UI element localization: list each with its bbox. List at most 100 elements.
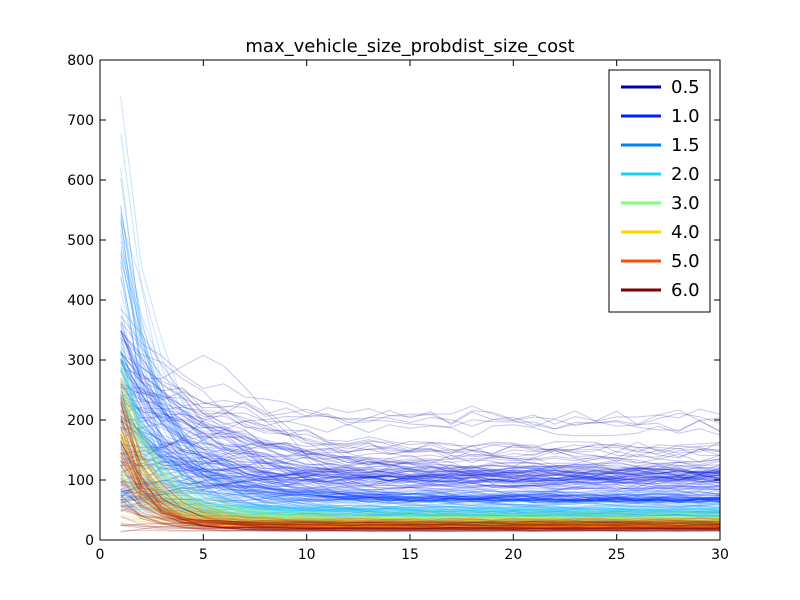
series-line <box>120 489 721 497</box>
series-line <box>120 508 721 515</box>
legend-label: 1.0 <box>671 106 700 127</box>
series-line <box>120 377 721 505</box>
series-line <box>120 259 721 501</box>
series-line <box>120 329 721 503</box>
series-line <box>120 475 721 526</box>
series-line <box>120 397 721 526</box>
series-line <box>120 363 721 511</box>
series-line <box>120 391 721 422</box>
series-line <box>120 423 721 503</box>
series-line <box>120 276 721 503</box>
series-line <box>120 441 721 527</box>
series-line <box>120 444 721 494</box>
series-line <box>120 477 720 529</box>
series-line <box>120 484 721 515</box>
series-line <box>120 382 721 526</box>
series-line <box>120 357 721 520</box>
series-line <box>120 508 721 525</box>
series-0.5 <box>120 308 721 504</box>
series-line <box>120 429 721 526</box>
series-lines <box>120 96 721 533</box>
legend-label: 3.0 <box>671 193 700 214</box>
series-line <box>120 333 721 521</box>
series-line <box>120 351 721 514</box>
series-line <box>120 425 721 527</box>
series-line <box>120 383 721 484</box>
series-line <box>120 420 721 474</box>
series-line <box>120 487 721 531</box>
series-line <box>120 96 721 496</box>
series-line <box>120 359 721 519</box>
x-tick-label: 20 <box>504 547 522 563</box>
y-tick-label: 800 <box>67 53 94 69</box>
series-line <box>120 467 721 485</box>
series-line <box>120 515 721 531</box>
series-4.0 <box>120 366 721 529</box>
series-line <box>120 410 721 502</box>
series-line <box>120 522 721 529</box>
series-line <box>120 380 721 528</box>
series-line <box>120 518 721 527</box>
series-line <box>120 457 721 518</box>
legend-label: 4.0 <box>671 222 700 243</box>
series-line <box>120 470 721 486</box>
series-line <box>120 494 721 511</box>
series-line <box>120 471 721 503</box>
series-line <box>120 482 721 517</box>
series-line <box>120 342 721 519</box>
series-line <box>120 369 721 503</box>
series-line <box>120 495 721 529</box>
series-line <box>120 334 721 476</box>
series-line <box>120 370 721 488</box>
series-line <box>120 461 721 524</box>
series-line <box>120 429 721 521</box>
series-line <box>120 367 721 521</box>
series-line <box>120 499 721 519</box>
series-line <box>120 418 721 496</box>
series-line <box>120 177 721 512</box>
series-line <box>120 399 721 503</box>
series-line <box>120 445 721 485</box>
series-line <box>120 420 721 527</box>
series-line <box>120 400 721 512</box>
series-line <box>120 452 721 488</box>
series-line <box>120 386 721 520</box>
series-line <box>120 409 721 527</box>
series-line <box>120 383 721 504</box>
series-line <box>120 481 721 524</box>
series-line <box>120 455 721 497</box>
series-line <box>120 395 721 523</box>
series-line <box>120 381 721 515</box>
series-line <box>120 420 721 527</box>
series-line <box>120 386 721 433</box>
series-line <box>120 529 721 532</box>
series-line <box>120 471 721 526</box>
series-line <box>120 456 721 522</box>
series-line <box>120 479 721 522</box>
series-line <box>120 499 721 521</box>
series-line <box>120 443 721 474</box>
series-line <box>120 396 721 484</box>
series-line <box>120 304 721 513</box>
series-line <box>120 452 721 475</box>
series-line <box>120 451 721 513</box>
series-line <box>120 448 721 517</box>
series-line <box>120 338 721 475</box>
series-line <box>120 434 721 527</box>
series-line <box>120 513 721 523</box>
series-line <box>120 456 721 528</box>
series-line <box>120 435 721 530</box>
series-line <box>120 499 720 529</box>
series-line <box>120 330 721 503</box>
series-line <box>120 377 721 520</box>
series-line <box>120 385 721 530</box>
series-line <box>120 359 721 490</box>
series-line <box>120 409 720 525</box>
series-line <box>120 315 721 428</box>
x-tick-label: 25 <box>608 547 626 563</box>
series-line <box>120 452 721 531</box>
series-line <box>120 397 721 484</box>
series-line <box>120 474 721 504</box>
series-line <box>120 439 721 484</box>
